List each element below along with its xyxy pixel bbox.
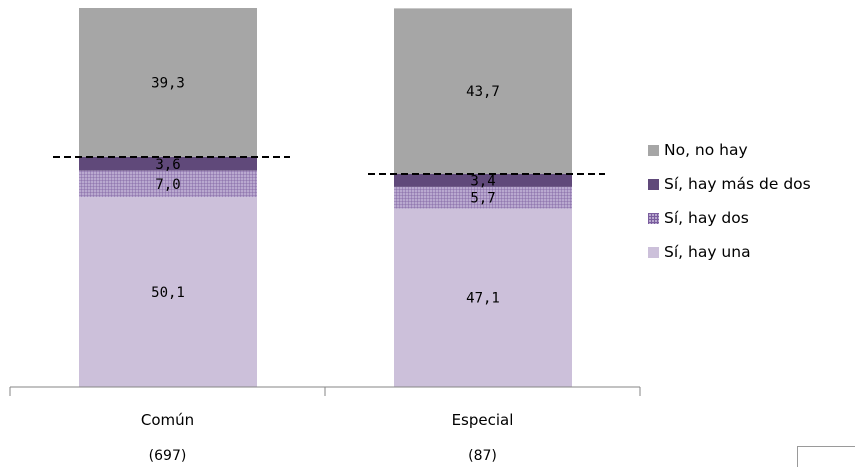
bar-especial-si-hay-mas-de-dos [394,174,572,187]
legend-item-si-hay-una: Sí, hay una [648,242,811,262]
legend-swatch-no-no-hay [648,144,659,156]
data-label-comun-no-no-hay: 39,3 [151,75,185,91]
legend-item-si-hay-mas-de-dos: Sí, hay más de dos [648,174,811,194]
category-label-especial: Especial [452,411,514,429]
category-label-comun: Común [141,411,194,429]
bar-especial-si-hay-una [394,208,572,387]
data-label-especial-no-no-hay: 43,7 [466,84,500,100]
legend-label-si-hay-una: Sí, hay una [664,243,751,261]
legend-item-no-no-hay: No, no hay [648,140,811,160]
bar-comun-si-hay-una [79,197,257,387]
sample-size-label-comun: (697) [149,448,187,464]
data-label-especial-si-hay-mas-de-dos: 3,4 [470,173,495,189]
legend-item-si-hay-dos: Sí, hay dos [648,208,811,228]
bar-especial-no-no-hay [394,8,572,175]
sample-size-label-especial: (87) [468,448,497,464]
legend-label-si-hay-mas-de-dos: Sí, hay más de dos [664,175,811,193]
bar-especial-si-hay-dos [394,186,572,209]
data-label-comun-si-hay-dos: 7,0 [155,177,180,193]
corner-frame [797,446,855,467]
legend-swatch-si-hay-dos [648,212,659,224]
data-label-comun-si-hay-mas-de-dos: 3,6 [155,157,180,173]
legend-swatch-si-hay-una [648,246,659,258]
data-label-especial-si-hay-una: 47,1 [466,291,500,307]
legend-label-si-hay-dos: Sí, hay dos [664,209,749,227]
bar-comun-si-hay-dos [79,170,257,198]
data-label-comun-si-hay-una: 50,1 [151,285,185,301]
legend-label-no-no-hay: No, no hay [664,141,748,159]
bar-comun-si-hay-mas-de-dos [79,156,257,171]
chart-legend: No, no hay Sí, hay más de dos Sí, hay dos S… [648,140,811,276]
legend-swatch-si-hay-mas-de-dos [648,178,659,190]
bar-comun-no-no-hay [79,8,257,157]
data-label-especial-si-hay-dos: 5,7 [470,191,495,207]
